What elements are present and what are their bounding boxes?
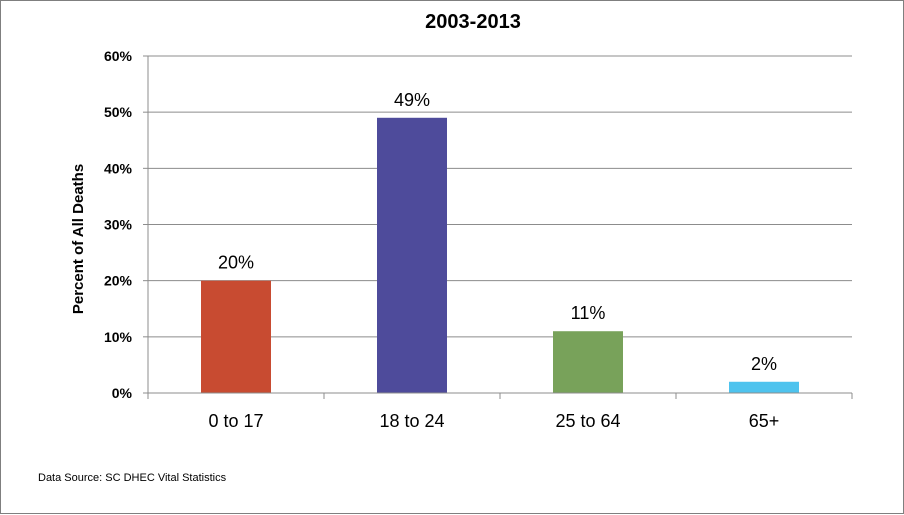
x-tick-label: 18 to 24 [379, 411, 444, 431]
axes [147, 56, 852, 394]
bar-data-label: 11% [571, 303, 606, 323]
y-tick-label: 60% [104, 48, 133, 64]
bar-data-label: 49% [394, 90, 430, 110]
bar [729, 381, 799, 393]
y-tick-label: 10% [104, 329, 133, 345]
bar [201, 280, 271, 393]
y-tick-label: 0% [112, 385, 133, 401]
data-source-note: Data Source: SC DHEC Vital Statistics [38, 472, 227, 484]
y-axis-label: Percent of All Deaths [70, 164, 87, 314]
x-tick-label: 65+ [749, 411, 780, 431]
y-tick-label: 40% [104, 160, 133, 176]
x-tick-label: 25 to 64 [555, 411, 620, 431]
y-tick-label: 50% [104, 104, 133, 120]
y-tick-label: 30% [104, 217, 133, 233]
bar-data-label: 20% [218, 253, 254, 273]
x-tick-label: 0 to 17 [208, 411, 263, 431]
bars: 20% 49% 11% 2% [201, 90, 799, 394]
y-axis-ticks: 0% 10% 20% 30% 40% 50% 60% [104, 48, 148, 401]
bar [377, 117, 447, 394]
x-axis-ticks: 0 to 17 18 to 24 25 to 64 65+ [147, 393, 853, 431]
y-tick-label: 20% [104, 273, 133, 289]
chart-title: 2003-2013 [425, 11, 521, 33]
bar-data-label: 2% [751, 354, 777, 374]
bar [553, 331, 623, 393]
